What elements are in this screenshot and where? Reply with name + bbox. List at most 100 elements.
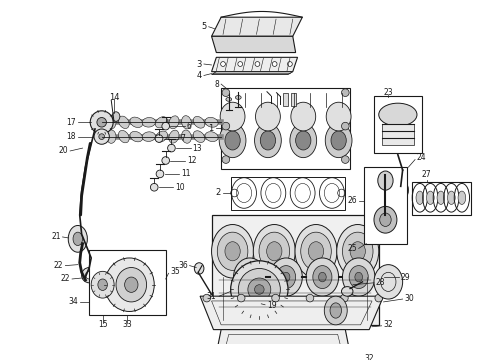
Ellipse shape bbox=[374, 206, 397, 233]
Polygon shape bbox=[212, 330, 355, 360]
Ellipse shape bbox=[225, 131, 240, 150]
Ellipse shape bbox=[375, 294, 383, 302]
Text: 3: 3 bbox=[196, 59, 202, 68]
Bar bbox=[212, 215, 379, 325]
Text: 14: 14 bbox=[109, 93, 120, 102]
Ellipse shape bbox=[254, 123, 281, 158]
Ellipse shape bbox=[112, 112, 120, 121]
Ellipse shape bbox=[193, 116, 205, 128]
Ellipse shape bbox=[234, 258, 266, 296]
Ellipse shape bbox=[306, 294, 314, 302]
Ellipse shape bbox=[203, 294, 211, 302]
Ellipse shape bbox=[276, 266, 295, 288]
Ellipse shape bbox=[212, 225, 254, 278]
Text: 4: 4 bbox=[197, 71, 202, 80]
Ellipse shape bbox=[97, 117, 106, 127]
Ellipse shape bbox=[119, 116, 129, 129]
Ellipse shape bbox=[272, 294, 279, 302]
Text: 2: 2 bbox=[216, 189, 221, 198]
Ellipse shape bbox=[155, 131, 168, 142]
Text: 29: 29 bbox=[401, 273, 410, 282]
Polygon shape bbox=[212, 17, 302, 36]
Ellipse shape bbox=[295, 225, 337, 278]
Ellipse shape bbox=[68, 225, 87, 252]
Text: 19: 19 bbox=[267, 301, 276, 310]
Ellipse shape bbox=[150, 184, 158, 191]
Ellipse shape bbox=[301, 232, 331, 270]
Ellipse shape bbox=[380, 213, 391, 226]
Ellipse shape bbox=[341, 294, 348, 302]
Text: 27: 27 bbox=[422, 170, 431, 179]
Ellipse shape bbox=[169, 130, 179, 143]
Ellipse shape bbox=[106, 130, 116, 143]
Ellipse shape bbox=[82, 267, 97, 283]
Ellipse shape bbox=[355, 272, 363, 282]
Ellipse shape bbox=[337, 225, 379, 278]
Ellipse shape bbox=[343, 232, 373, 270]
Bar bbox=[412, 181, 471, 215]
Ellipse shape bbox=[220, 62, 225, 66]
Ellipse shape bbox=[318, 272, 326, 282]
Text: 20: 20 bbox=[59, 147, 68, 156]
Ellipse shape bbox=[437, 191, 445, 204]
Text: 28: 28 bbox=[376, 278, 386, 287]
Text: 26: 26 bbox=[347, 196, 357, 205]
Ellipse shape bbox=[222, 156, 230, 163]
Text: 8: 8 bbox=[215, 80, 219, 89]
Ellipse shape bbox=[116, 267, 147, 302]
Text: 15: 15 bbox=[98, 320, 107, 329]
Text: 5: 5 bbox=[201, 22, 207, 31]
Ellipse shape bbox=[326, 102, 351, 131]
Text: 1: 1 bbox=[208, 123, 214, 132]
Ellipse shape bbox=[238, 269, 280, 311]
Text: 18: 18 bbox=[66, 132, 76, 141]
Ellipse shape bbox=[142, 132, 155, 141]
Ellipse shape bbox=[142, 117, 155, 127]
Text: 22: 22 bbox=[54, 261, 64, 270]
Ellipse shape bbox=[282, 272, 290, 282]
Ellipse shape bbox=[155, 135, 163, 142]
Text: 13: 13 bbox=[193, 144, 202, 153]
Text: 22: 22 bbox=[61, 274, 70, 283]
Ellipse shape bbox=[219, 123, 246, 158]
Polygon shape bbox=[212, 72, 293, 75]
Ellipse shape bbox=[220, 102, 245, 131]
Ellipse shape bbox=[91, 271, 114, 298]
Text: 17: 17 bbox=[66, 118, 76, 127]
Ellipse shape bbox=[350, 242, 366, 261]
Ellipse shape bbox=[254, 285, 264, 294]
Ellipse shape bbox=[195, 263, 204, 274]
Text: 31: 31 bbox=[207, 292, 217, 301]
Ellipse shape bbox=[291, 102, 316, 131]
Text: 32: 32 bbox=[365, 354, 374, 360]
Polygon shape bbox=[200, 296, 384, 330]
Text: 24: 24 bbox=[417, 153, 427, 162]
Ellipse shape bbox=[416, 191, 424, 204]
Ellipse shape bbox=[394, 184, 404, 196]
Ellipse shape bbox=[270, 258, 302, 296]
Ellipse shape bbox=[259, 232, 290, 270]
Text: 35: 35 bbox=[171, 267, 180, 276]
Ellipse shape bbox=[260, 131, 275, 150]
Text: 11: 11 bbox=[181, 170, 191, 179]
Ellipse shape bbox=[253, 225, 295, 278]
Ellipse shape bbox=[349, 266, 368, 288]
Ellipse shape bbox=[217, 232, 248, 270]
Text: 23: 23 bbox=[384, 88, 393, 97]
Ellipse shape bbox=[330, 303, 342, 318]
Ellipse shape bbox=[156, 170, 164, 178]
Ellipse shape bbox=[222, 122, 230, 130]
Ellipse shape bbox=[162, 157, 170, 164]
Text: 25: 25 bbox=[347, 244, 357, 253]
Ellipse shape bbox=[458, 191, 466, 204]
Text: 32: 32 bbox=[384, 320, 393, 329]
Ellipse shape bbox=[236, 95, 241, 99]
Ellipse shape bbox=[222, 89, 230, 96]
Ellipse shape bbox=[238, 62, 243, 66]
Text: 30: 30 bbox=[405, 294, 415, 303]
Ellipse shape bbox=[342, 89, 349, 96]
Text: 10: 10 bbox=[175, 183, 185, 192]
Ellipse shape bbox=[342, 156, 349, 163]
Ellipse shape bbox=[226, 98, 232, 101]
Ellipse shape bbox=[168, 144, 175, 152]
